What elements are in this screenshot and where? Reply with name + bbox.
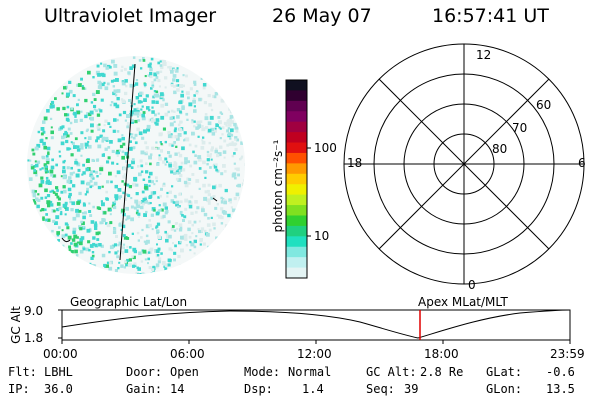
- door-value: Open: [170, 365, 199, 379]
- glon-value: 13.5: [546, 382, 575, 396]
- timeline-ytick-min: 1.8: [24, 331, 44, 345]
- polar-label-12: 12: [476, 48, 492, 62]
- color-bar-band: [286, 184, 307, 196]
- timeline-axis-title: GC Alt: [9, 306, 23, 344]
- timeline-ytick-max: 9.0: [24, 304, 44, 318]
- color-bar-band: [286, 215, 307, 227]
- color-bar-band: [286, 225, 307, 237]
- mode-value: Normal: [288, 365, 332, 379]
- polar-lat-60: 60: [536, 98, 552, 112]
- terminator-line: [119, 63, 136, 261]
- altitude-curve: [61, 309, 571, 339]
- color-bar-frame: [285, 79, 308, 279]
- color-bar-band: [286, 246, 307, 258]
- color-bar-band: [286, 121, 307, 133]
- timeline-xtick-4: 23:59: [550, 347, 585, 361]
- dsp-value: 1.4: [302, 382, 324, 396]
- color-bar-label-100: 100: [314, 141, 337, 155]
- color-bar-band: [286, 80, 307, 91]
- timeline-xtick-3: 18:00: [424, 347, 459, 361]
- gcalt-value: 2.8 Re: [420, 365, 464, 379]
- color-bar-band: [286, 90, 307, 102]
- ip-label: IP:: [8, 382, 30, 396]
- dsp-label: Dsp:: [244, 382, 273, 396]
- door-label: Door:: [126, 365, 163, 379]
- color-bar-band: [286, 173, 307, 185]
- ip-value: 36.0: [44, 382, 73, 396]
- gcalt-label: GC Alt:: [366, 365, 417, 379]
- color-bar-band: [286, 163, 307, 175]
- instrument-title: Ultraviolet Imager: [44, 5, 217, 27]
- seq-value: 39: [404, 382, 419, 396]
- coastline-mark: [61, 237, 71, 243]
- glon-label: GLon:: [486, 382, 523, 396]
- color-bar-band: [286, 194, 307, 206]
- color-bar-band: [286, 142, 307, 154]
- fiducial-mark: [212, 197, 218, 202]
- polar-label-6: 6: [578, 156, 586, 170]
- timeline-xtick-1: 06:00: [170, 347, 205, 361]
- mode-label: Mode:: [244, 365, 281, 379]
- glat-label: GLat:: [486, 365, 523, 379]
- timeline-xtick-2: 12:00: [297, 347, 332, 361]
- color-bar-band: [286, 236, 307, 248]
- timeline-left-label: Geographic Lat/Lon: [70, 295, 188, 309]
- gain-label: Gain:: [126, 382, 163, 396]
- color-bar: [286, 80, 307, 279]
- uv-image-disk: [27, 56, 245, 274]
- gain-value: 14: [170, 382, 185, 396]
- color-bar-band: [286, 257, 307, 269]
- date-readout: 26 May 07: [272, 5, 372, 27]
- glat-value: -0.6: [546, 365, 575, 379]
- timeline-plot: [58, 309, 571, 344]
- color-bar-unit-label: photon cm⁻²s⁻¹: [271, 139, 285, 233]
- flt-value: LBHL: [44, 365, 73, 379]
- polar-lat-70: 70: [512, 121, 528, 135]
- polar-label-18: 18: [347, 156, 363, 170]
- timeline-right-label: Apex MLat/MLT: [418, 295, 508, 309]
- color-bar-band: [286, 267, 307, 279]
- color-bar-band: [286, 100, 307, 112]
- polar-grid: [343, 43, 585, 285]
- polar-lat-80: 80: [492, 142, 508, 156]
- color-bar-band: [286, 111, 307, 123]
- color-bar-label-10: 10: [314, 229, 330, 243]
- flt-label: Flt:: [8, 365, 37, 379]
- color-bar-band: [286, 132, 307, 144]
- polar-label-0: 0: [468, 278, 476, 292]
- time-readout: 16:57:41 UT: [432, 5, 549, 27]
- seq-label: Seq:: [366, 382, 395, 396]
- color-bar-band: [286, 205, 307, 216]
- color-bar-band: [286, 152, 307, 164]
- timeline-xtick-0: 00:00: [43, 347, 78, 361]
